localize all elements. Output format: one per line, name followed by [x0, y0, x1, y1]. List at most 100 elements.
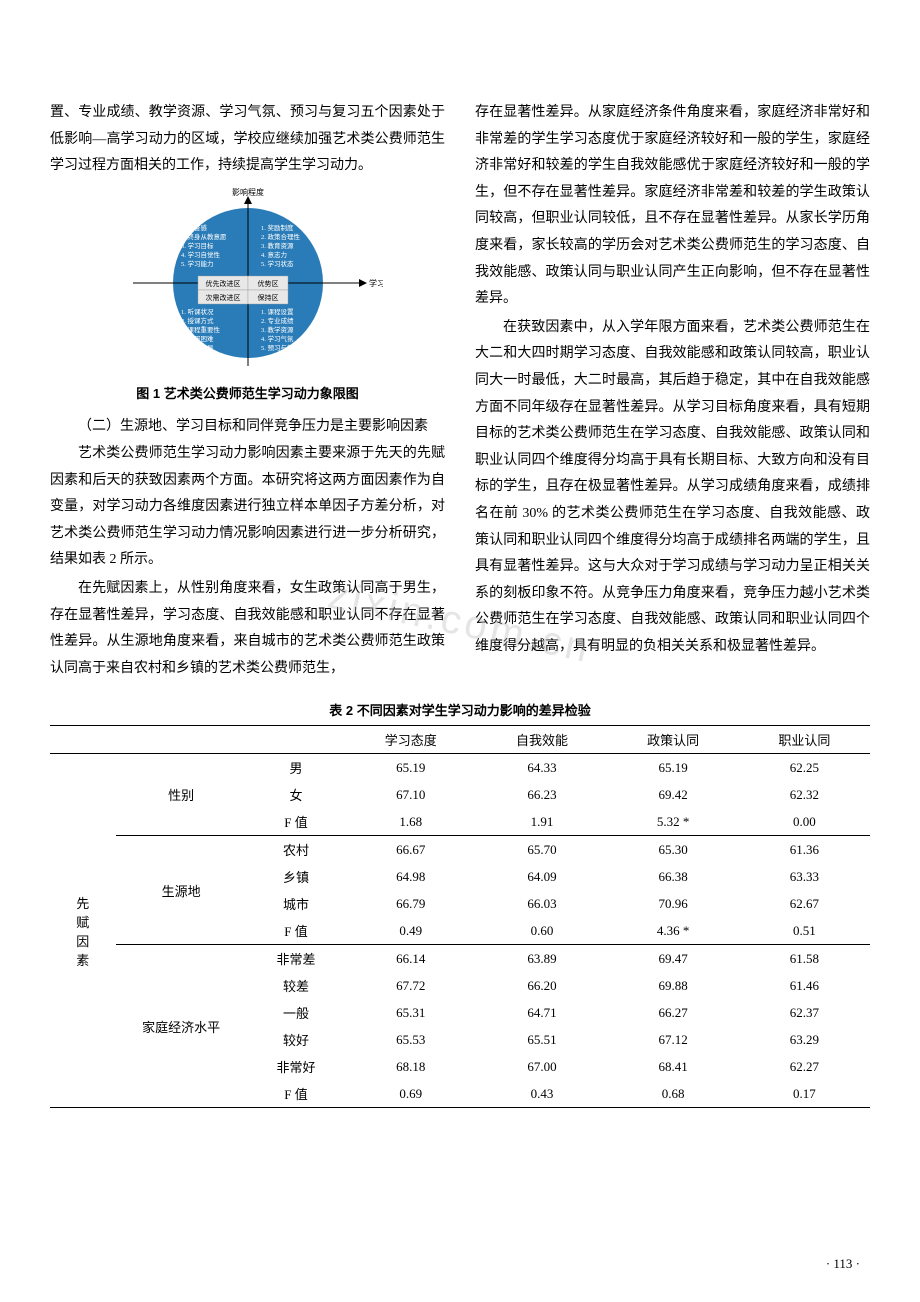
table-cell: 61.36 [739, 836, 870, 864]
col-attitude: 学习态度 [345, 726, 476, 754]
svg-text:2. 终身从教意愿: 2. 终身从教意愿 [181, 232, 227, 241]
table-cell: 69.88 [608, 972, 739, 999]
right-p1: 存在显著性差异。从家庭经济条件角度来看，家庭经济非常好和非常差的学生学习态度优于… [475, 100, 870, 313]
two-column-layout: 置、专业成绩、教学资源、学习气氛、预习与复习五个因素处于低影响—高学习动力的区域… [50, 100, 870, 684]
table-cell: 0.68 [608, 1080, 739, 1108]
table-cell: 64.71 [476, 999, 607, 1026]
svg-text:2. 政策合理性: 2. 政策合理性 [261, 232, 301, 241]
table-cell: 65.51 [476, 1026, 607, 1053]
table-cell: 0.60 [476, 917, 607, 945]
right-column: 存在显著性差异。从家庭经济条件角度来看，家庭经济非常好和非常差的学生学习态度优于… [475, 100, 870, 684]
table-cell: 66.14 [345, 945, 476, 973]
row-label: 较差 [247, 972, 345, 999]
left-column: 置、专业成绩、教学资源、学习气氛、预习与复习五个因素处于低影响—高学习动力的区域… [50, 100, 445, 684]
svg-text:5. 学习能力: 5. 学习能力 [181, 259, 214, 268]
table-cell: 62.25 [739, 754, 870, 782]
row-label: 非常差 [247, 945, 345, 973]
table-cell: 65.53 [345, 1026, 476, 1053]
svg-text:3. 学习目标: 3. 学习目标 [181, 241, 214, 250]
svg-text:4. 意志力: 4. 意志力 [261, 250, 287, 259]
svg-text:4. 学习气氛: 4. 学习气氛 [261, 334, 294, 343]
table-cell: 68.18 [345, 1053, 476, 1080]
row-label: F 值 [247, 1080, 345, 1108]
section-label: 家庭经济水平 [116, 945, 247, 1108]
table-cell: 69.47 [608, 945, 739, 973]
table-cell: 0.00 [739, 808, 870, 836]
table-cell: 66.27 [608, 999, 739, 1026]
table-cell: 69.42 [608, 781, 739, 808]
section-label: 性别 [116, 754, 247, 836]
rowgroup-label: 先赋因素 [50, 754, 116, 1108]
svg-text:4. 克服困难: 4. 克服困难 [181, 334, 214, 343]
left-p1: 置、专业成绩、教学资源、学习气氛、预习与复习五个因素处于低影响—高学习动力的区域… [50, 100, 445, 180]
table-cell: 66.03 [476, 890, 607, 917]
svg-text:优势区: 优势区 [257, 279, 278, 288]
table-cell: 65.30 [608, 836, 739, 864]
svg-text:5. 预习与复习: 5. 预习与复习 [261, 343, 300, 352]
table-cell: 4.36 * [608, 917, 739, 945]
table-header-row: 学习态度 自我效能 政策认同 职业认同 [50, 726, 870, 754]
axis-y-label: 影响程度 [232, 188, 264, 197]
row-label: 男 [247, 754, 345, 782]
table-cell: 62.67 [739, 890, 870, 917]
row-label: F 值 [247, 808, 345, 836]
table-cell: 66.67 [345, 836, 476, 864]
table-cell: 61.46 [739, 972, 870, 999]
col-career: 职业认同 [739, 726, 870, 754]
right-p2: 在获致因素中，从入学年限方面来看，艺术类公费师范生在大二和大四时期学习态度、自我… [475, 315, 870, 661]
svg-text:5. 学习状态: 5. 学习状态 [261, 259, 294, 268]
table-cell: 64.09 [476, 863, 607, 890]
left-p3: 在先赋因素上，从性别角度来看，女生政策认同高于男生，存在显著性差异，学习态度、自… [50, 576, 445, 682]
table-cell: 0.43 [476, 1080, 607, 1108]
figure-1: 影响程度 学习动力 优先改进区 优势区 次需改进区 保持区 1. 荣誉感 2. … [50, 188, 445, 407]
table-2-title: 表 2 不同因素对学生学习动力影响的差异检验 [50, 700, 870, 719]
table-cell: 0.17 [739, 1080, 870, 1108]
svg-text:1. 课程设置: 1. 课程设置 [261, 307, 294, 316]
col-efficacy: 自我效能 [476, 726, 607, 754]
table-cell: 1.68 [345, 808, 476, 836]
row-label: 女 [247, 781, 345, 808]
table-cell: 66.20 [476, 972, 607, 999]
table-cell: 62.27 [739, 1053, 870, 1080]
subhead-2: （二）生源地、学习目标和同伴竞争压力是主要影响因素 [50, 414, 445, 441]
table-body: 先赋因素性别男65.1964.3365.1962.25女67.1066.2369… [50, 754, 870, 1108]
svg-text:2. 授课方式: 2. 授课方式 [181, 316, 214, 325]
svg-text:1. 奖励制度: 1. 奖励制度 [261, 223, 294, 232]
svg-text:次需改进区: 次需改进区 [205, 293, 240, 302]
table-cell: 68.41 [608, 1053, 739, 1080]
table-cell: 66.38 [608, 863, 739, 890]
table-cell: 66.79 [345, 890, 476, 917]
table-cell: 62.37 [739, 999, 870, 1026]
table-cell: 63.33 [739, 863, 870, 890]
table-cell: 67.72 [345, 972, 476, 999]
page-number: · 113 · [826, 1256, 860, 1272]
table-cell: 64.98 [345, 863, 476, 890]
row-label: 较好 [247, 1026, 345, 1053]
svg-text:1. 荣誉感: 1. 荣誉感 [181, 223, 208, 232]
svg-text:3. 教学资源: 3. 教学资源 [261, 325, 294, 334]
quadrant-diagram: 影响程度 学习动力 优先改进区 优势区 次需改进区 保持区 1. 荣誉感 2. … [113, 188, 383, 378]
table-cell: 65.19 [608, 754, 739, 782]
svg-text:保持区: 保持区 [257, 293, 278, 302]
table-cell: 5.32 * [608, 808, 739, 836]
row-label: F 值 [247, 917, 345, 945]
row-label: 城市 [247, 890, 345, 917]
row-label: 非常好 [247, 1053, 345, 1080]
table-cell: 63.29 [739, 1026, 870, 1053]
table-cell: 65.31 [345, 999, 476, 1026]
axis-x-label: 学习动力 [369, 278, 383, 288]
table-cell: 63.89 [476, 945, 607, 973]
svg-text:3. 教育资源: 3. 教育资源 [261, 241, 294, 250]
svg-text:1. 听课状况: 1. 听课状况 [181, 307, 214, 316]
table-cell: 70.96 [608, 890, 739, 917]
section-label: 生源地 [116, 836, 247, 945]
table-2: 学习态度 自我效能 政策认同 职业认同 先赋因素性别男65.1964.3365.… [50, 725, 870, 1108]
svg-text:4. 学习自觉性: 4. 学习自觉性 [181, 250, 221, 259]
row-label: 一般 [247, 999, 345, 1026]
svg-text:5. 教师指导: 5. 教师指导 [181, 343, 214, 352]
row-label: 农村 [247, 836, 345, 864]
row-label: 乡镇 [247, 863, 345, 890]
table-cell: 67.12 [608, 1026, 739, 1053]
svg-text:2. 专业成绩: 2. 专业成绩 [261, 316, 294, 325]
table-cell: 0.69 [345, 1080, 476, 1108]
